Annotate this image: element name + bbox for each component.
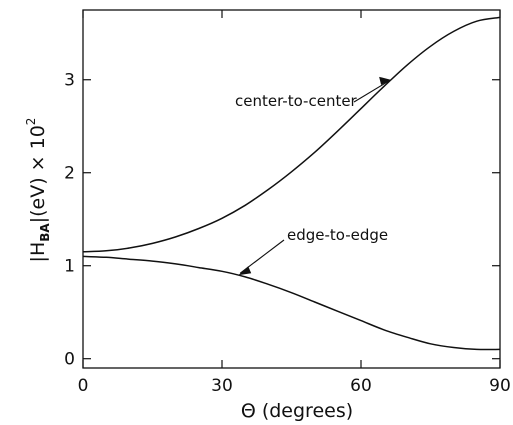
x-tick-label: 0 — [78, 376, 89, 396]
x-tick-label: 60 — [350, 376, 372, 396]
series-line-0 — [82, 16, 501, 253]
plot-border — [82, 9, 501, 369]
y-axis-label-subscript: BA — [38, 223, 52, 242]
y-axis-label-prefix: |H — [27, 242, 49, 263]
annotation-label-0: center-to-center — [235, 92, 358, 110]
x-tick-label: 30 — [211, 376, 233, 396]
axis-ticks: 0 30 60 90 0 1 2 3 — [64, 10, 511, 396]
y-axis-label: |HBA|(eV) × 102 — [24, 118, 52, 263]
annotation-arrowhead-0 — [379, 76, 392, 85]
annotations: center-to-center edge-to-edge — [235, 76, 392, 276]
y-axis-label-suffix: |(eV) × 10 — [27, 125, 49, 223]
y-axis-label-superscript: 2 — [24, 118, 38, 126]
annotation-arrow-line-0 — [353, 80, 390, 103]
x-tick-label: 90 — [489, 376, 511, 396]
x-axis-label: Θ (degrees) — [241, 400, 353, 422]
series-line-1 — [82, 255, 501, 351]
annotation-arrowhead-1 — [238, 266, 252, 276]
y-tick-label: 3 — [64, 71, 75, 91]
y-tick-label: 1 — [64, 257, 75, 277]
plot-frame — [82, 9, 501, 369]
y-tick-label: 2 — [64, 164, 75, 184]
annotation-label-1: edge-to-edge — [287, 226, 388, 244]
series-group — [82, 16, 501, 351]
y-tick-label: 0 — [64, 350, 75, 370]
